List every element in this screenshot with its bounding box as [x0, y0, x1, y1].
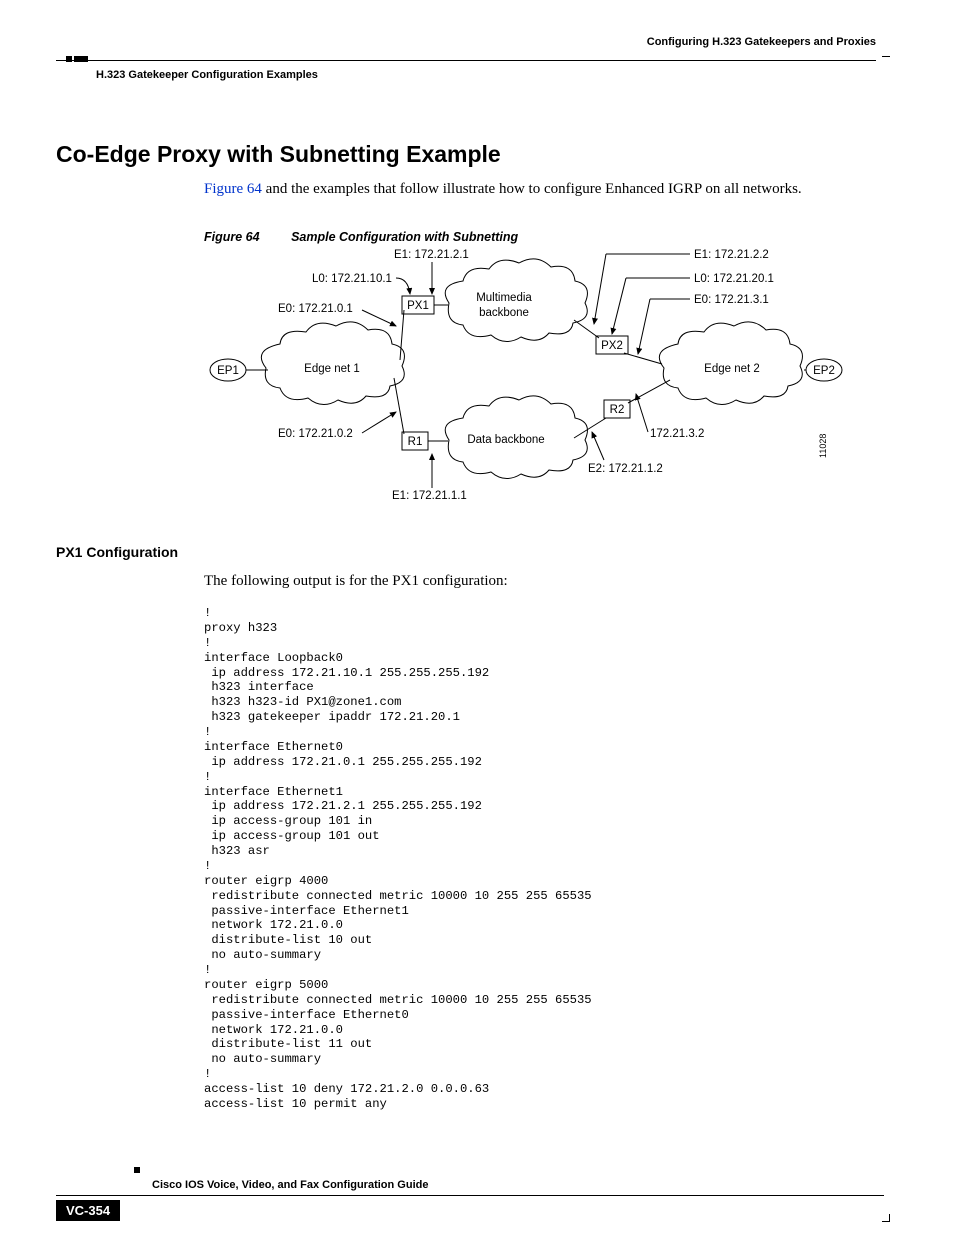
figure-diagram: Multimedia backbone Edge net 1 Edge net … [204, 248, 876, 516]
lbl-e0-r1: E0: 172.21.0.2 [278, 428, 353, 440]
intro-text: and the examples that follow illustrate … [262, 181, 802, 197]
figure-caption: Figure 64 Sample Configuration with Subn… [204, 230, 876, 244]
section-title: Co-Edge Proxy with Subnetting Example [56, 141, 876, 168]
header-tick-icon [882, 56, 890, 57]
lbl-e1-px2: E1: 172.21.2.2 [694, 249, 769, 261]
crop-mark-icon [882, 1221, 890, 1222]
lbl-e0-px1: E0: 172.21.0.1 [278, 303, 353, 315]
figure-title: Sample Configuration with Subnetting [291, 230, 518, 244]
px1-box: PX1 [407, 300, 429, 312]
figure-number: Figure 64 [204, 230, 260, 244]
config-code-block: ! proxy h323 ! interface Loopback0 ip ad… [204, 606, 876, 1112]
page-number: VC-354 [56, 1200, 120, 1221]
header-left-text: H.323 Gatekeeper Configuration Examples [96, 69, 318, 81]
edge2-label: Edge net 2 [704, 363, 760, 375]
lbl-l0-px1: L0: 172.21.10.1 [312, 273, 392, 285]
page-header: Configuring H.323 Gatekeepers and Proxie… [56, 30, 876, 61]
lbl-e2-r2: E2: 172.21.1.2 [588, 463, 663, 475]
r2-box: R2 [610, 404, 625, 416]
page-footer: Cisco IOS Voice, Video, and Fax Configur… [56, 1179, 884, 1222]
ep2-oval: EP2 [813, 365, 835, 377]
lbl-e1-px1: E1: 172.21.2.1 [394, 249, 469, 261]
lbl-e0-px2: E0: 172.21.3.1 [694, 294, 769, 306]
ep1-oval: EP1 [217, 365, 239, 377]
lbl-e1-r1: E1: 172.21.1.1 [392, 490, 467, 502]
r1-box: R1 [408, 436, 423, 448]
subsection-title: PX1 Configuration [56, 544, 876, 560]
px2-box: PX2 [601, 340, 623, 352]
figure-link[interactable]: Figure 64 [204, 181, 262, 197]
data-bb-label: Data backbone [467, 434, 544, 446]
lbl-l0-px2: L0: 172.21.20.1 [694, 273, 774, 285]
header-right-text: Configuring H.323 Gatekeepers and Proxie… [647, 36, 876, 48]
mm-bb-label-1: Multimedia [476, 292, 532, 304]
footer-guide-title: Cisco IOS Voice, Video, and Fax Configur… [56, 1179, 884, 1196]
figure-ref-id: 11028 [818, 433, 828, 457]
edge1-label: Edge net 1 [304, 363, 360, 375]
footer-ornament-icon [134, 1167, 140, 1173]
lbl-r2-top: 172.21.3.2 [650, 428, 704, 440]
subsection-intro: The following output is for the PX1 conf… [204, 572, 876, 592]
mm-bb-label-2: backbone [479, 307, 529, 319]
intro-paragraph: Figure 64 and the examples that follow i… [204, 180, 876, 200]
